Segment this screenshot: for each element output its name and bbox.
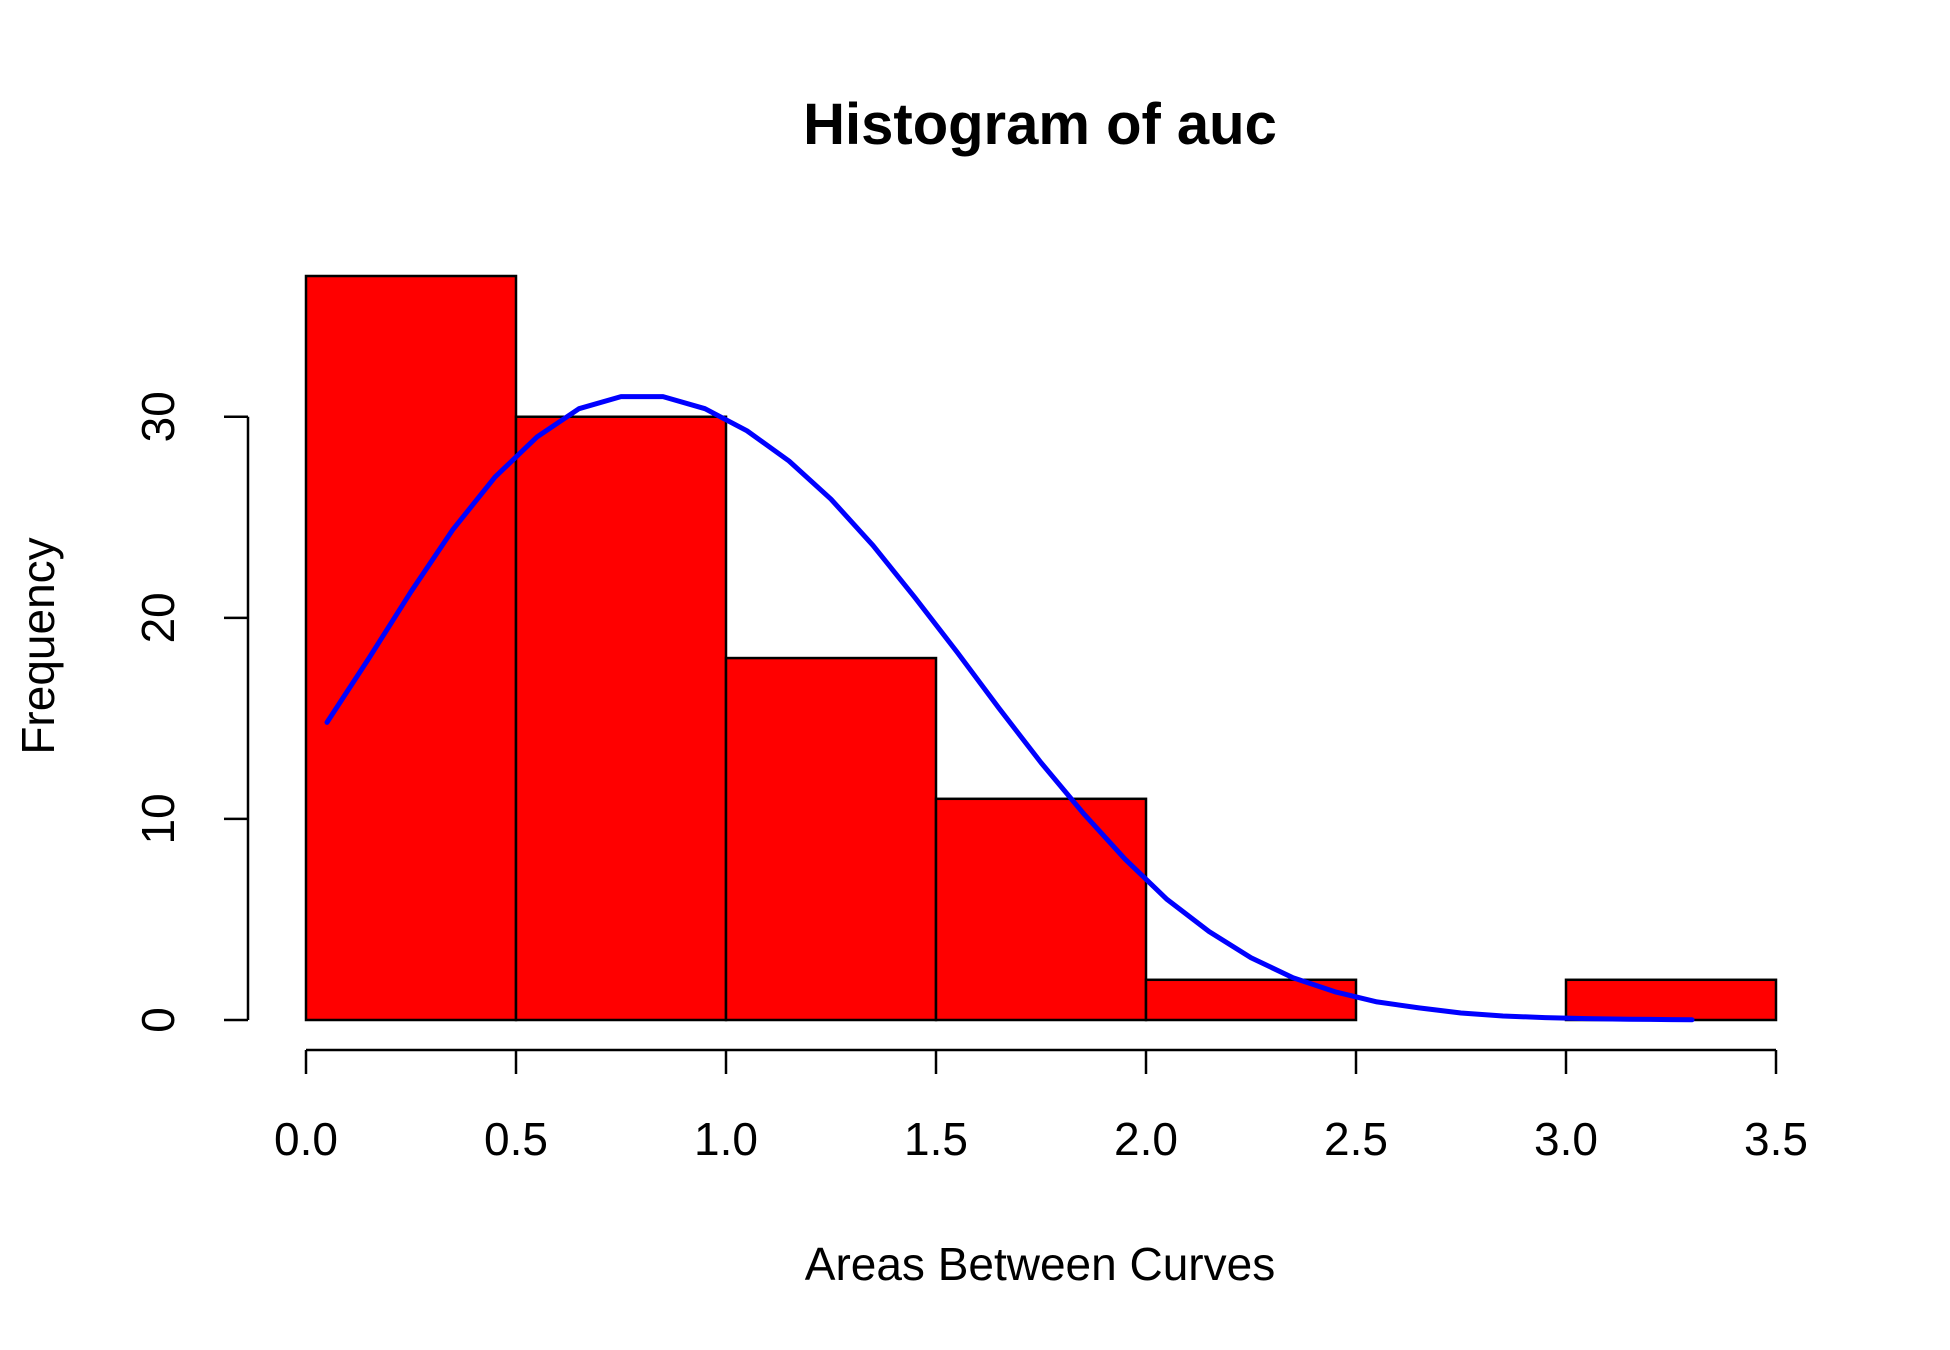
density-curve-group — [324, 394, 1695, 1023]
y-axis: 0 10 20 30 — [132, 391, 250, 1033]
x-tick-label-6: 3.0 — [1534, 1113, 1598, 1165]
x-tick-label-7: 3.5 — [1744, 1113, 1808, 1165]
x-tick-label-2: 1.0 — [694, 1113, 758, 1165]
histogram-bars — [304, 274, 1778, 1022]
y-axis-label: Frequency — [12, 537, 64, 754]
x-tick-label-5: 2.5 — [1324, 1113, 1388, 1165]
x-tick-label-4: 2.0 — [1114, 1113, 1178, 1165]
chart-title: Histogram of auc — [803, 92, 1277, 157]
x-axis: 0.0 0.5 1.0 1.5 2.0 2.5 3.0 3.5 — [274, 1048, 1808, 1165]
x-tick-label-3: 1.5 — [904, 1113, 968, 1165]
x-tick-label-0: 0.0 — [274, 1113, 338, 1165]
histogram-bar-6 — [1564, 978, 1778, 1022]
histogram-bar-0 — [304, 274, 518, 1022]
y-tick-label-3: 30 — [132, 391, 184, 442]
histogram-bar-3 — [934, 797, 1148, 1022]
x-axis-label: Areas Between Curves — [805, 1238, 1275, 1290]
histogram-bar-1 — [514, 415, 728, 1022]
histogram-bar-2 — [724, 656, 938, 1022]
x-tick-label-1: 0.5 — [484, 1113, 548, 1165]
y-tick-label-2: 20 — [132, 592, 184, 643]
y-tick-label-1: 10 — [132, 793, 184, 844]
density-curve — [324, 394, 1695, 1023]
y-tick-label-0: 0 — [132, 1007, 184, 1033]
